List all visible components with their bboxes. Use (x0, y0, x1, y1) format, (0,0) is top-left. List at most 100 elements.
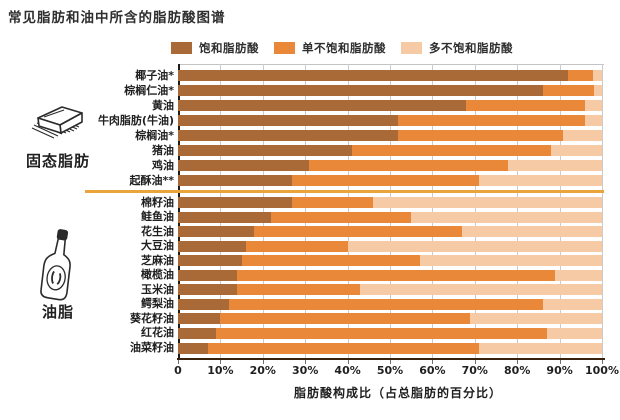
legend-item-monounsaturated: 单不饱和脂肪酸 (274, 40, 386, 56)
gridline-60% (432, 64, 434, 358)
x-tick-label-20%: 20% (249, 364, 276, 377)
bar-segment-monounsaturated (466, 100, 585, 111)
bar-segment-polyunsaturated (585, 115, 602, 126)
bar-segment-saturated (178, 145, 352, 156)
bar-segment-polyunsaturated (563, 130, 602, 141)
bar-segment-monounsaturated (220, 313, 470, 325)
x-tick-label-70%: 70% (461, 364, 488, 377)
oil-bottle-icon (40, 229, 71, 301)
x-axis-caption: 脂肪酸构成比（占总脂肪的百分比） (293, 386, 502, 400)
bar-segment-monounsaturated (271, 211, 411, 223)
row-label-1-7: 鳄梨油 (141, 297, 174, 311)
x-tick-0 (178, 360, 179, 364)
bar-segment-saturated (178, 85, 543, 96)
row-label-1-0: 棉籽油 (141, 195, 174, 209)
bar-segment-saturated (178, 115, 398, 126)
bar-segment-saturated (178, 269, 237, 281)
monounsaturated-color-swatch (274, 42, 295, 54)
bar-segment-monounsaturated (242, 255, 420, 267)
row-label-0-1: 棕榈仁油* (124, 83, 174, 97)
row-label-1-8: 葵花籽油 (130, 311, 174, 325)
bar-segment-saturated (178, 160, 309, 171)
bar-segment-polyunsaturated (543, 298, 602, 310)
x-tick-label-50%: 50% (376, 364, 404, 377)
x-tick-30% (305, 360, 307, 364)
x-tick-label-40%: 40% (334, 364, 361, 377)
polyunsaturated-color-swatch (401, 42, 422, 54)
row-label-1-9: 红花油 (141, 326, 174, 340)
bar-segment-saturated (178, 130, 398, 141)
x-tick-60% (432, 360, 434, 364)
bar-segment-polyunsaturated (373, 197, 602, 208)
row-label-1-1: 鲑鱼油 (141, 210, 174, 224)
bar-segment-monounsaturated (229, 298, 543, 310)
x-tick-label-30%: 30% (292, 364, 319, 377)
bar-segment-monounsaturated (292, 197, 373, 208)
x-tick-10% (220, 360, 222, 364)
bar-segment-saturated (178, 100, 466, 111)
bar-segment-polyunsaturated (479, 175, 602, 186)
gridline-40% (347, 64, 349, 358)
bar-segment-monounsaturated (208, 342, 479, 354)
bar-segment-saturated (178, 342, 208, 354)
bar-segment-polyunsaturated (555, 269, 602, 281)
x-tick-80% (517, 360, 519, 364)
saturated-color-swatch (171, 42, 192, 54)
x-tick-label-100%: 100% (585, 364, 619, 377)
legend: 饱和脂肪酸 单不饱和脂肪酸 多不饱和脂肪酸 (171, 40, 513, 56)
row-label-0-5: 猪油 (152, 143, 174, 157)
legend-item-saturated: 饱和脂肪酸 (171, 40, 259, 56)
x-tick-70% (474, 360, 476, 364)
bar-segment-saturated (178, 313, 220, 325)
bar-segment-monounsaturated (246, 240, 348, 252)
bar-segment-polyunsaturated (462, 226, 602, 238)
bar-segment-monounsaturated (216, 327, 547, 339)
row-label-0-4: 棕榈油* (135, 128, 174, 142)
bar-segment-monounsaturated (309, 160, 508, 171)
group-label-solid-fats: 固态脂肪 (25, 152, 90, 170)
bar-segment-saturated (178, 211, 271, 223)
x-axis-line (177, 358, 605, 360)
bar-segment-polyunsaturated (420, 255, 602, 267)
gridline-10% (220, 64, 222, 358)
y-axis-line (178, 64, 180, 358)
group-divider-line (85, 190, 604, 193)
row-label-1-6: 玉米油 (141, 282, 174, 296)
gridline-100% (602, 64, 603, 358)
x-tick-label-0: 0 (174, 364, 182, 377)
x-tick-20% (262, 360, 264, 364)
bar-segment-saturated (178, 327, 216, 339)
chart-title: 常见脂肪和油中所含的脂肪酸图谱 (8, 10, 226, 26)
gridline-30% (305, 64, 307, 358)
x-tick-label-90%: 90% (546, 364, 573, 377)
bar-segment-monounsaturated (352, 145, 551, 156)
bar-segment-polyunsaturated (360, 284, 602, 296)
bar-segment-monounsaturated (398, 115, 585, 126)
x-tick-100% (602, 360, 603, 364)
legend-label-monounsaturated: 单不饱和脂肪酸 (302, 41, 386, 55)
bar-segment-monounsaturated (237, 284, 360, 296)
bar-segment-polyunsaturated (479, 342, 602, 354)
bar-segment-polyunsaturated (551, 145, 602, 156)
bar-segment-polyunsaturated (508, 160, 602, 171)
bar-segment-polyunsaturated (547, 327, 602, 339)
plot-top-border (178, 64, 604, 65)
row-label-0-6: 鸡油 (152, 158, 174, 172)
x-tick-90% (559, 360, 561, 364)
gridline-50% (390, 64, 391, 358)
row-label-0-3: 牛肉脂肪(牛油) (97, 113, 174, 127)
x-tick-40% (347, 360, 349, 364)
legend-label-saturated: 饱和脂肪酸 (199, 41, 259, 55)
x-tick-label-10%: 10% (207, 364, 234, 377)
row-label-0-2: 黄油 (152, 98, 174, 112)
bar-segment-saturated (178, 197, 292, 208)
bar-segment-polyunsaturated (594, 85, 602, 96)
row-label-0-0: 椰子油* (135, 68, 174, 82)
bar-segment-saturated (178, 255, 242, 267)
x-tick-label-80%: 80% (504, 364, 531, 377)
bar-segment-monounsaturated (568, 70, 593, 81)
row-label-1-10: 油菜籽油 (130, 341, 174, 354)
bar-segment-monounsaturated (543, 85, 594, 96)
bar-segment-monounsaturated (237, 269, 555, 281)
